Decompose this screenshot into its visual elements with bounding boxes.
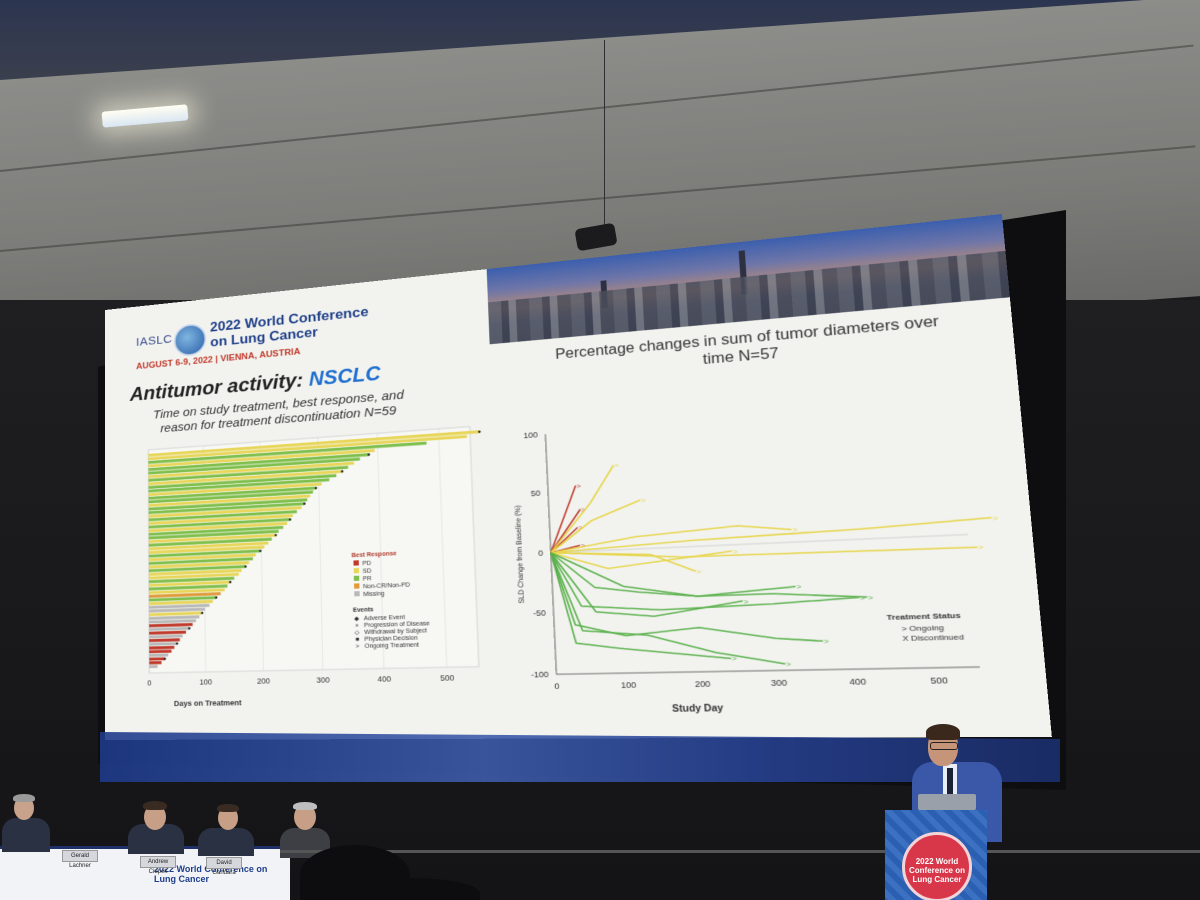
podium-laptop [918,794,976,810]
spider-x-tick: 500 [930,677,948,686]
charts-svg: 0 100 200 300 400 500Days on TreatmentBest Re… [105,214,1052,740]
spider-end-marker: > [576,482,582,490]
spider-end-marker: > [641,496,647,505]
spider-x-tick: 0 [554,683,560,691]
spider-legend-entry: X Discontinued [902,633,964,643]
swimmer-x-tick: 400 [377,676,391,684]
spider-end-marker: > [860,594,866,603]
spider-x-tick: 200 [695,681,711,690]
nameplate-3: David Gandara [206,857,242,869]
legend-swatch [353,560,358,565]
legend-event-symbol: ■ [355,637,359,644]
spider-x-axis [556,667,979,674]
podium-logo-text: 2022 World Conference on Lung Cancer [905,857,969,884]
legend-response-label: PR [363,576,372,583]
spider-end-marker: > [732,548,738,557]
legend-event-label: Ongoing Treatment [365,642,420,650]
spider-y-tick: -100 [531,671,549,680]
spider-end-marker: > [786,660,792,669]
spider-y-tick: 0 [538,550,543,558]
podium-logo: 2022 World Conference on Lung Cancer [902,832,972,900]
spider-series-line [550,518,993,553]
spider-series-line [551,545,731,662]
spider-y-tick: 100 [523,432,538,441]
spider-y-tick: 50 [531,490,541,499]
legend-swatch [354,583,359,588]
swimmer-bar [149,665,157,668]
spider-series-line [550,523,792,552]
legend-event-symbol: ◆ [354,616,359,623]
spider-end-marker: > [868,593,875,602]
spider-x-tick: 400 [849,678,867,687]
spider-end-marker: > [992,514,999,523]
speaker-glasses [930,742,958,750]
legend-swatch [354,591,359,596]
spider-end-marker: > [823,638,829,647]
slide-canvas: IASLC 2022 World Conference on Lung Canc… [105,214,1052,740]
spider-end-marker: > [743,598,749,607]
spider-end-marker: > [614,462,620,470]
spider-end-marker: > [978,544,985,553]
spider-y-label: SLD Change from Baseline (%) [514,505,527,604]
spider-y-tick: -50 [533,610,546,619]
swimmer-bar [149,657,165,660]
camera-cable [604,40,605,230]
legend-events-title: Events [353,607,374,614]
legend-swatch [354,568,359,573]
swimmer-x-tick: 300 [316,677,330,685]
projected-slide: IASLC 2022 World Conference on Lung Canc… [97,210,1057,780]
spider-x-label: Study Day [672,703,725,715]
spider-x-tick: 300 [771,679,788,688]
swimmer-x-tick: 500 [440,675,455,683]
swimmer-bar [149,654,168,657]
legend-event-symbol: × [355,623,359,630]
spider-end-marker: > [796,583,802,592]
swimmer-bar [149,650,171,654]
swimmer-x-label: Days on Treatment [174,700,242,709]
speaker-hair [926,724,960,740]
legend-response-label: PD [362,560,371,567]
nameplate-1: Gerald Lachner [62,850,98,862]
spider-legend-title: Treatment Status [886,611,961,622]
legend-swatch [354,576,359,581]
swimmer-x-tick: 100 [199,679,212,687]
swimmer-bar [149,661,161,664]
audience-head [340,878,480,900]
stage-railing [280,850,1200,853]
spider-end-marker: > [696,568,702,577]
legend-response-label: Missing [363,591,384,599]
swimmer-x-tick: 200 [257,678,270,686]
spider-x-tick: 100 [621,682,637,691]
spider-series-line [551,534,978,565]
legend-event-symbol: ◇ [355,630,360,637]
spider-legend-entry: > Ongoing [901,624,944,634]
legend-response-label: SD [363,568,372,575]
swimmer-x-tick: 0 [147,680,151,688]
nameplate-2: Andrew Ciupek [140,856,176,868]
legend-event-symbol: > [356,644,360,651]
